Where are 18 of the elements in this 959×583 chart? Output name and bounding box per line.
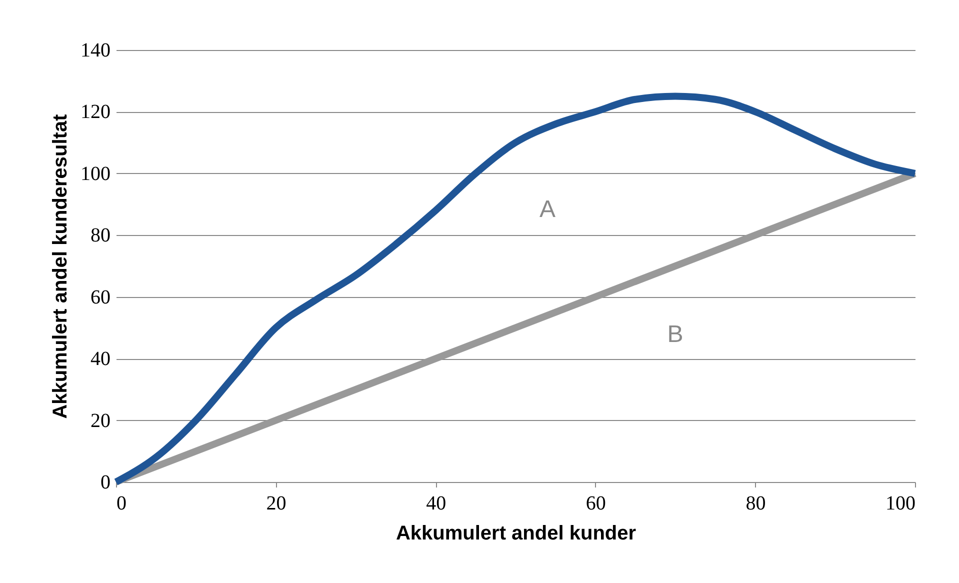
y-tick-label: 140 xyxy=(80,40,110,62)
y-tick-label: 60 xyxy=(90,286,110,308)
y-axis-title: Akkumulert andel kunderesultat xyxy=(50,114,72,419)
annotation: B xyxy=(667,321,684,348)
y-tick-label: 80 xyxy=(90,224,110,247)
x-tick-label: 20 xyxy=(266,492,286,514)
y-tick-label: 0 xyxy=(100,472,110,494)
x-tick-label: 60 xyxy=(586,492,606,514)
y-tick-label: 40 xyxy=(90,348,110,370)
annotation: A xyxy=(539,196,556,223)
x-tick-label: 0 xyxy=(116,492,126,514)
y-tick-label: 120 xyxy=(80,101,110,124)
x-axis-title: Akkumulert andel kunder xyxy=(396,522,636,544)
y-tick-label: 20 xyxy=(90,410,110,432)
y-tick-label: 100 xyxy=(80,162,110,185)
x-tick-label: 40 xyxy=(426,492,446,514)
x-tick-label: 100 xyxy=(886,492,916,514)
x-tick-label: 80 xyxy=(746,492,766,514)
